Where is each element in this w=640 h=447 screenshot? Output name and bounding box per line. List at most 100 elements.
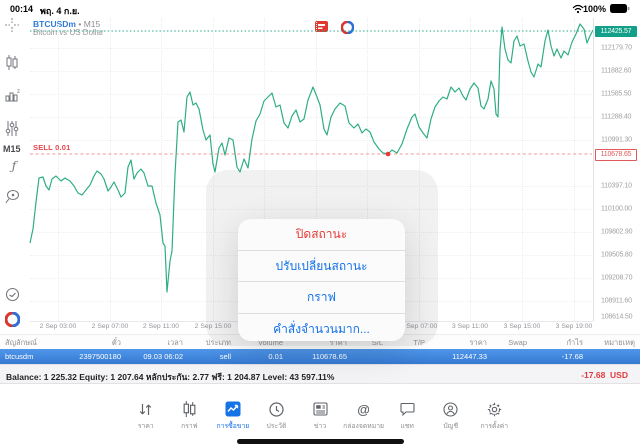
col-volume[interactable]: Volume [257, 338, 283, 347]
function-icon[interactable]: ƒ [11, 159, 17, 173]
battery-percent: 100% [582, 4, 606, 14]
menu-item-chart[interactable]: กราฟ [238, 282, 405, 314]
connection-pie-icon[interactable] [5, 312, 23, 328]
menu-item-bulk-operations[interactable]: คำสั่งจำนวนมาก... [273, 321, 370, 336]
menu-item-close-position[interactable]: ปิดสถานะ [238, 219, 405, 251]
history-clock-icon [269, 400, 284, 418]
tab-charts[interactable]: กราฟ [168, 400, 212, 436]
gridline [30, 94, 592, 95]
col-symbol[interactable]: สัญลักษณ์ [5, 337, 38, 347]
price-tick: 110991.30 [601, 136, 632, 144]
price-tick: 109802.90 [601, 228, 633, 236]
col-price[interactable]: ราคา [469, 337, 487, 347]
price-tick: 109208.70 [601, 274, 633, 282]
indicators-icon[interactable]: z [5, 88, 23, 104]
cell-type: sell [219, 352, 231, 361]
tab-label: ราคา [137, 423, 154, 430]
tab-accounts[interactable]: บัญชี [429, 400, 473, 436]
price-tick: 109505.80 [601, 251, 633, 259]
tab-label: ข่าว [313, 423, 327, 430]
tab-label: กราฟ [181, 423, 198, 430]
col-time[interactable]: เวลา [167, 337, 183, 347]
tab-trade[interactable]: การซื้อขาย [211, 400, 255, 436]
gridline [30, 117, 592, 118]
tab-chat[interactable]: แชท [385, 400, 429, 436]
col-comment[interactable]: หมายเหตุ [604, 337, 635, 347]
time-tick: 2 Sep 15:00 [194, 323, 232, 330]
tab-label: กล่องจดหมาย [343, 423, 385, 430]
gridline [316, 18, 317, 321]
tab-settings[interactable]: การตั้งค่า [473, 400, 517, 436]
svg-text:z: z [17, 89, 20, 95]
tab-history[interactable]: ประวัติ [255, 400, 299, 436]
gridline [30, 140, 592, 141]
cell-volume: 0.01 [268, 352, 283, 361]
menu-item-modify-position[interactable]: ปรับเปลี่ยนสถานะ [238, 251, 405, 282]
price-tick: 110100.00 [601, 205, 632, 213]
tab-news[interactable]: ข่าว [298, 400, 342, 436]
col-tp[interactable]: T/P [413, 338, 425, 347]
tab-mailbox[interactable]: @ กล่องจดหมาย [342, 400, 386, 436]
chat-bubble-icon [400, 400, 415, 418]
price-tick: 108911.60 [601, 297, 632, 305]
tab-label: บัญชี [443, 423, 459, 430]
tab-quotes[interactable]: ราคา [124, 400, 168, 436]
gridline [30, 186, 592, 187]
symbol-description: Bitcoin vs US Dollar [33, 28, 104, 37]
current-price-badge: 112425.57 [595, 25, 637, 37]
status-date: พฤ. 4 ก.ย. [40, 6, 80, 16]
col-open-price[interactable]: ราคา [329, 337, 347, 347]
positions-table-header: สัญลักษณ์ ตั๋ว เวลา ประเภท Volume ราคา S… [0, 334, 640, 350]
timeframe-label[interactable]: M15 [3, 144, 21, 154]
col-profit[interactable]: กำไร [566, 337, 583, 347]
tab-label: แชท [400, 423, 414, 430]
news-event-icon[interactable] [315, 21, 328, 32]
clock-status-icon[interactable] [5, 287, 23, 303]
gridline [213, 18, 214, 321]
position-row-selected[interactable]: btcusdm 2397500180 09.03 06:02 sell 0.01… [0, 349, 640, 364]
cell-open-price: 110678.65 [312, 352, 347, 361]
news-icon [312, 400, 328, 418]
position-open-marker[interactable] [385, 151, 391, 157]
account-person-icon [443, 400, 458, 418]
time-tick: 2 Sep 07:00 [91, 323, 129, 330]
col-type[interactable]: ประเภท [205, 337, 231, 347]
price-line [29, 23, 594, 293]
cell-symbol: btcusdm [5, 352, 34, 361]
objects-icon[interactable] [5, 121, 23, 137]
calendar-event-icon[interactable] [341, 21, 354, 34]
price-chart[interactable] [0, 18, 640, 333]
col-sl[interactable]: S/L [371, 338, 383, 347]
gridline [470, 18, 471, 321]
price-tick: 110397.10 [601, 182, 632, 190]
price-tick: 111585.50 [601, 90, 632, 98]
gridline [367, 18, 368, 321]
cell-time: 09.03 06:02 [143, 352, 183, 361]
wifi-icon [572, 4, 584, 14]
col-ticket[interactable]: ตั๋ว [111, 337, 121, 347]
cell-profit: -17.68 [561, 352, 583, 361]
col-swap[interactable]: Swap [508, 338, 527, 347]
tab-label: ประวัติ [266, 423, 287, 430]
charts-icon [182, 400, 197, 418]
chart-type-icon[interactable] [5, 55, 23, 71]
gridline [58, 18, 59, 321]
symbol-timeframe: • M15 [78, 19, 101, 29]
gridline [264, 18, 265, 321]
floating-profit: -17.68 USD [581, 370, 628, 380]
clock-time: 00:14 [10, 4, 34, 14]
status-bar: 00:14 พฤ. 4 ก.ย. 100% [0, 0, 640, 18]
account-summary-text: Balance: 1 225.32 Equity: 1 207.64 หลักป… [6, 372, 335, 382]
profit-value: -17.68 [581, 370, 606, 380]
price-tick: 108614.50 [601, 313, 633, 321]
sell-position-tag[interactable]: SELL 0.01 [33, 143, 71, 152]
price-tick: 111882.60 [601, 67, 632, 75]
symbol-title[interactable]: BTCUSDm • M15 [33, 19, 100, 29]
home-indicator[interactable] [237, 439, 404, 444]
tab-bar: ราคา กราฟ การซื้อขาย ประวัติ ข่าว @ กล่อ… [124, 400, 516, 436]
tab-label: การซื้อขาย [216, 423, 250, 430]
selection-lasso-icon[interactable] [5, 189, 23, 205]
gridline [30, 209, 592, 210]
sell-price-badge: 110678.65 [595, 148, 637, 161]
gridline [30, 48, 592, 49]
